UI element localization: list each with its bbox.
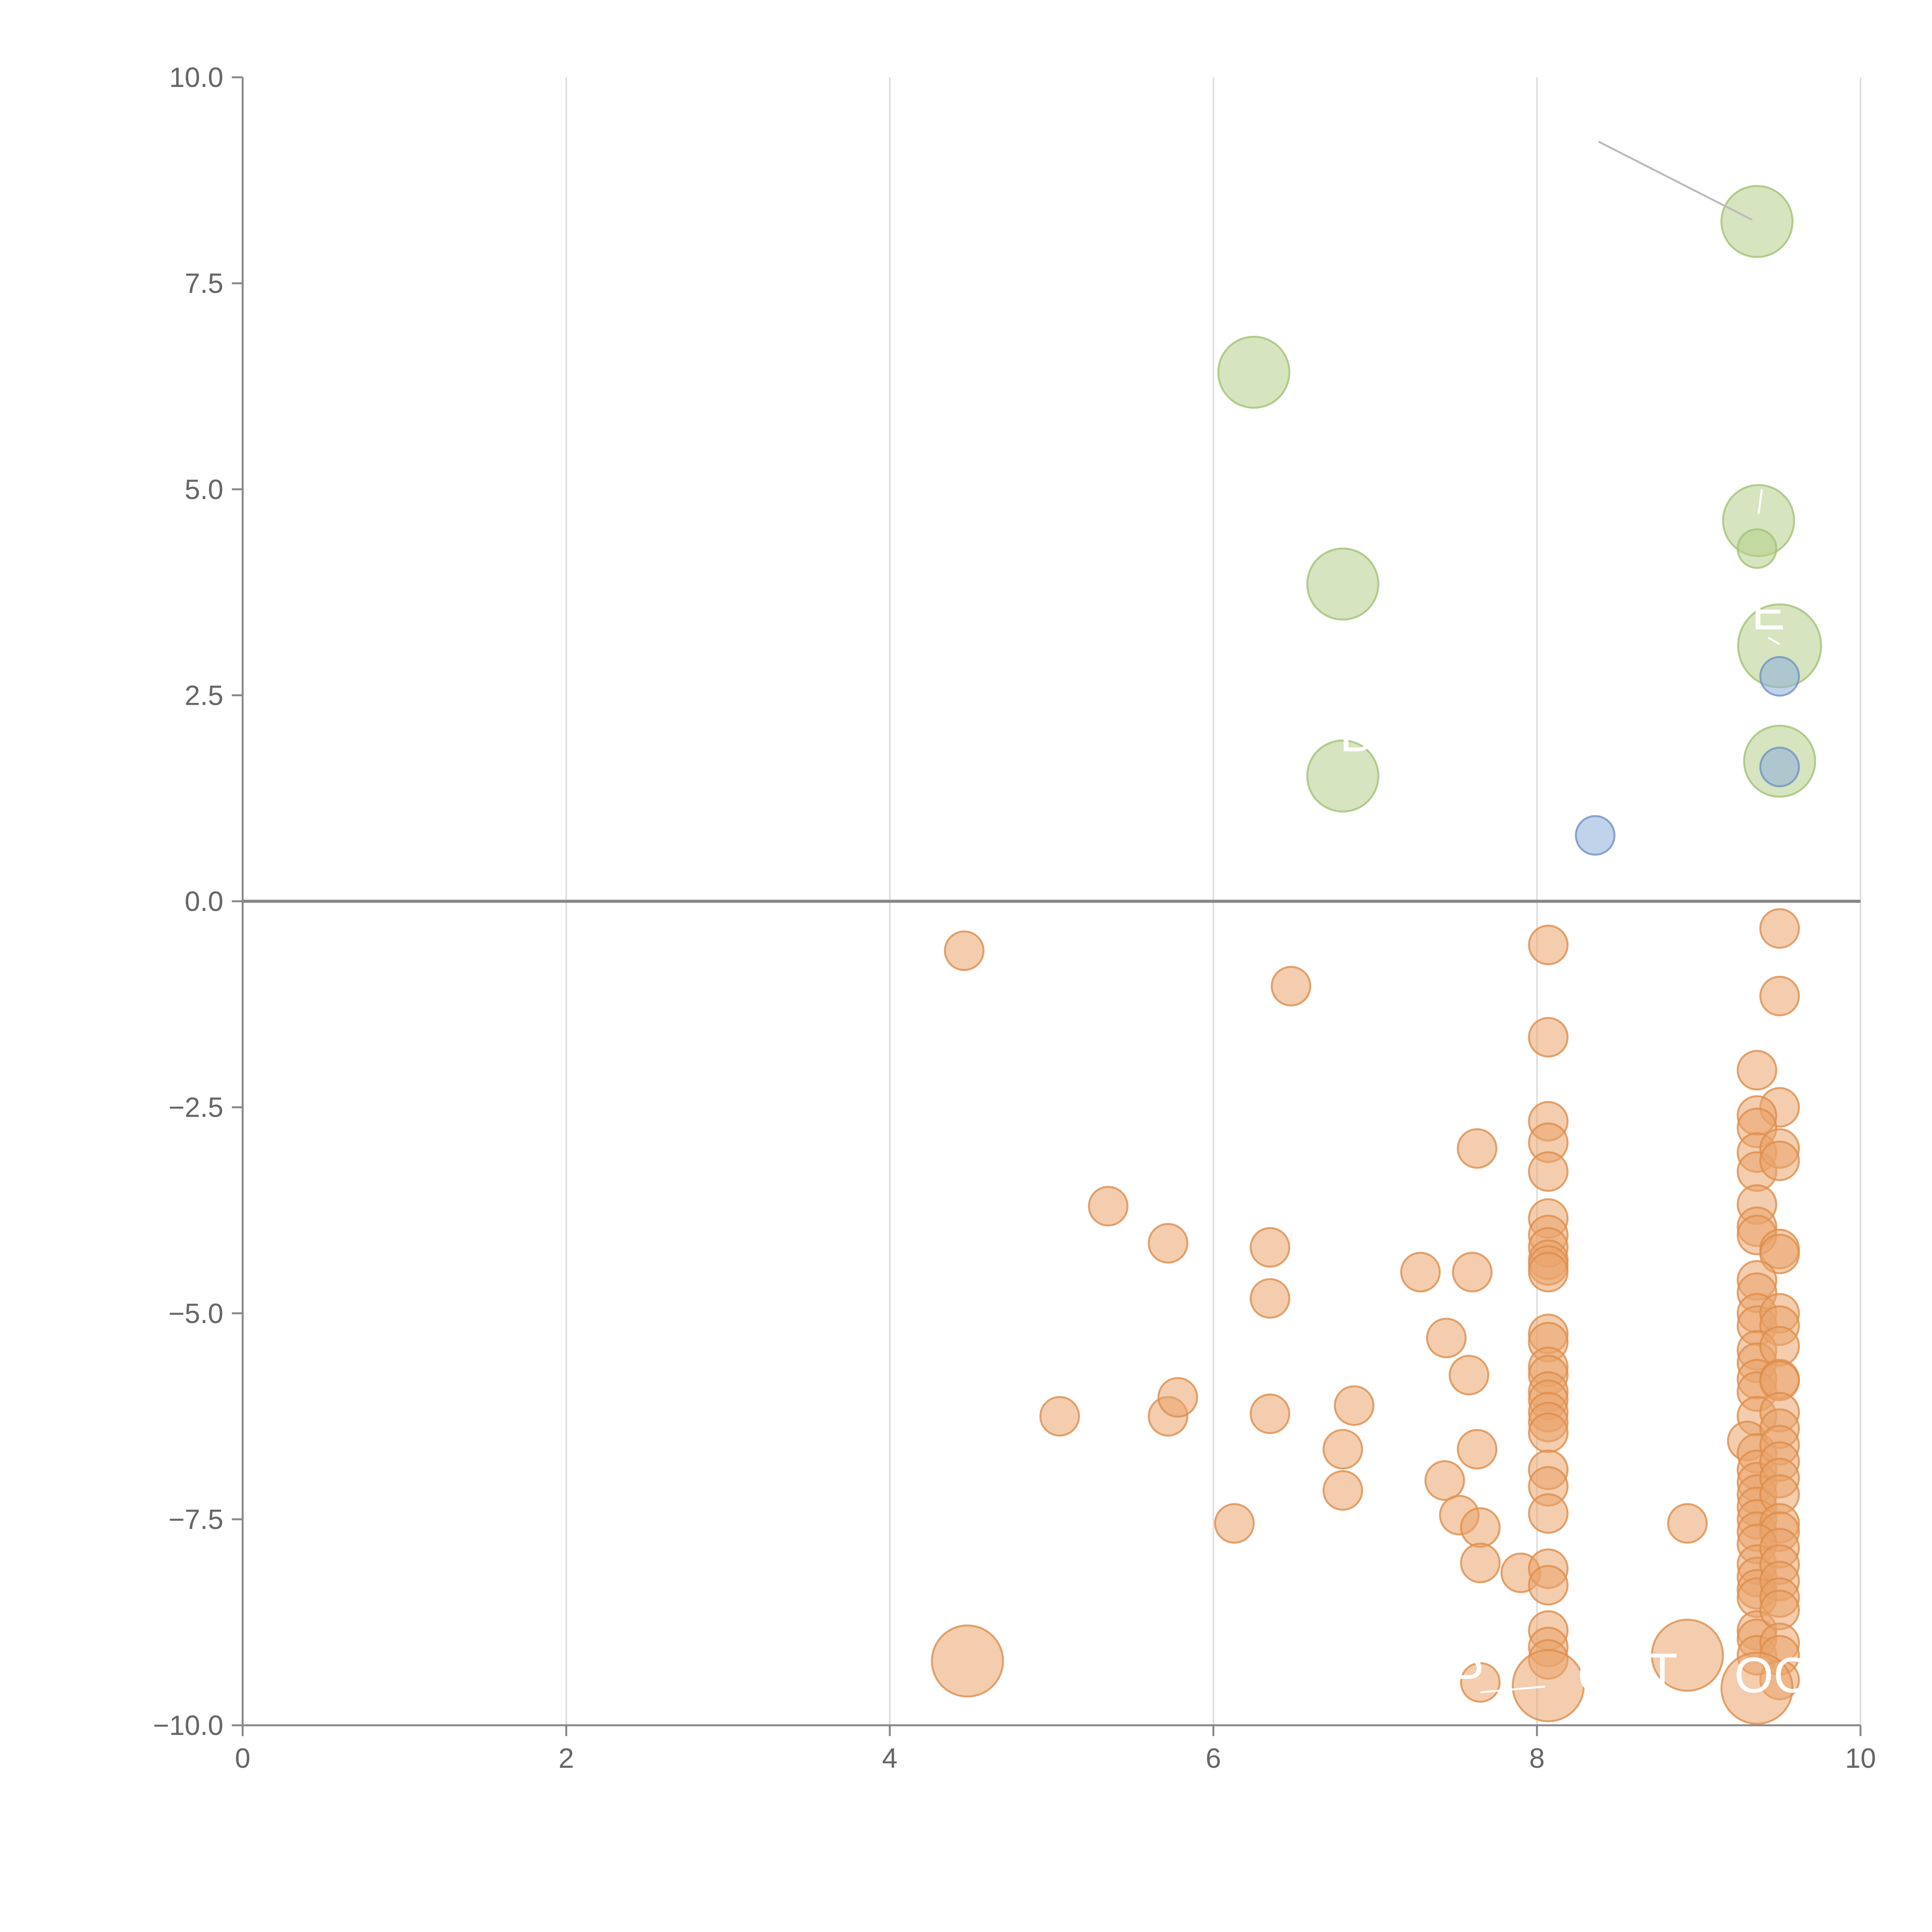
leader-line bbox=[1768, 636, 1780, 645]
data-point-green bbox=[1306, 547, 1379, 621]
data-point-orange bbox=[1528, 1493, 1569, 1534]
data-point-green bbox=[1736, 528, 1777, 569]
x-tick-label: 10 bbox=[1845, 1743, 1876, 1774]
leader-line bbox=[1480, 1685, 1545, 1694]
point-label: C bbox=[1577, 1647, 1614, 1703]
data-point-orange bbox=[1322, 1470, 1363, 1511]
data-point-orange bbox=[1759, 908, 1800, 949]
data-point-orange bbox=[1736, 1050, 1777, 1091]
y-tick-label: −10.0 bbox=[153, 1710, 223, 1741]
x-tick-label: 4 bbox=[882, 1743, 898, 1774]
point-label: P bbox=[1451, 1647, 1484, 1703]
data-point-orange bbox=[1667, 1503, 1708, 1544]
data-point-orange bbox=[1157, 1377, 1198, 1418]
data-point-blue bbox=[1575, 815, 1616, 856]
data-point-blue bbox=[1759, 747, 1800, 787]
y-tick-label: −5.0 bbox=[168, 1298, 223, 1329]
y-tick-label: 2.5 bbox=[185, 680, 223, 711]
data-point-orange bbox=[1449, 1355, 1490, 1396]
data-point-orange bbox=[1424, 1460, 1465, 1501]
leader-line bbox=[1598, 141, 1753, 221]
y-tick-label: −7.5 bbox=[168, 1504, 223, 1535]
data-point-orange bbox=[1528, 925, 1569, 966]
data-point-orange bbox=[1460, 1543, 1501, 1583]
point-label: B bbox=[1340, 706, 1373, 762]
data-point-blue bbox=[1759, 656, 1800, 697]
data-point-orange bbox=[1214, 1503, 1255, 1544]
data-point-orange bbox=[1759, 1140, 1800, 1181]
point-label: OCF bbox=[1734, 1647, 1840, 1703]
data-point-orange bbox=[1322, 1429, 1363, 1470]
x-tick-label: 6 bbox=[1206, 1743, 1221, 1774]
data-point-orange bbox=[1512, 1649, 1585, 1723]
data-point-orange bbox=[1270, 966, 1311, 1007]
data-points bbox=[931, 185, 1822, 1725]
x-tick-label: 2 bbox=[558, 1743, 574, 1774]
leader-lines bbox=[1480, 141, 1780, 1694]
x-tick-label: 8 bbox=[1529, 1743, 1545, 1774]
data-point-orange bbox=[1528, 1151, 1569, 1192]
y-tick-label: 0.0 bbox=[185, 886, 223, 917]
data-point-orange bbox=[1528, 1252, 1569, 1293]
data-point-orange bbox=[1148, 1223, 1189, 1264]
point-label: T bbox=[1647, 1643, 1677, 1699]
data-point-orange bbox=[1651, 1619, 1724, 1692]
data-point-orange bbox=[944, 930, 985, 971]
data-point-orange bbox=[1250, 1393, 1291, 1434]
data-point-orange bbox=[1088, 1186, 1129, 1227]
data-point-orange bbox=[1400, 1252, 1441, 1293]
point-labels: B P C T OCF E bbox=[1340, 584, 1840, 1703]
data-point-green bbox=[1720, 185, 1794, 258]
data-point-orange bbox=[1457, 1429, 1498, 1470]
data-point-orange bbox=[1759, 1233, 1800, 1274]
data-point-orange bbox=[1528, 1017, 1569, 1058]
data-point-orange bbox=[1460, 1507, 1501, 1548]
data-point-orange bbox=[1250, 1227, 1291, 1268]
axes: 10.0 7.5 5.0 2.5 0.0 −2.5 −5.0 −7.5 −10.0 0 2 4 6 8 10 bbox=[153, 62, 1876, 1774]
data-point-orange bbox=[1250, 1278, 1291, 1319]
data-point-orange bbox=[1452, 1252, 1493, 1293]
data-point-orange bbox=[1759, 976, 1800, 1017]
data-point-orange bbox=[1426, 1318, 1467, 1359]
data-point-green bbox=[1306, 739, 1379, 813]
y-tick-label: 5.0 bbox=[185, 474, 223, 505]
data-point-orange bbox=[1039, 1396, 1080, 1437]
leader-line bbox=[1757, 489, 1763, 514]
y-tick-label: −2.5 bbox=[168, 1092, 223, 1123]
y-tick-label: 10.0 bbox=[169, 62, 223, 93]
x-tick-label: 0 bbox=[235, 1743, 250, 1774]
point-label: E bbox=[1752, 584, 1785, 640]
data-point-orange bbox=[1457, 1128, 1498, 1169]
data-point-orange bbox=[1528, 1565, 1569, 1605]
data-point-orange bbox=[1720, 1651, 1794, 1725]
data-point-green bbox=[1217, 335, 1291, 409]
data-point-orange bbox=[1528, 1412, 1569, 1453]
data-point-orange bbox=[931, 1624, 1004, 1698]
data-point-orange bbox=[1333, 1385, 1374, 1426]
y-tick-label: 7.5 bbox=[185, 268, 223, 299]
